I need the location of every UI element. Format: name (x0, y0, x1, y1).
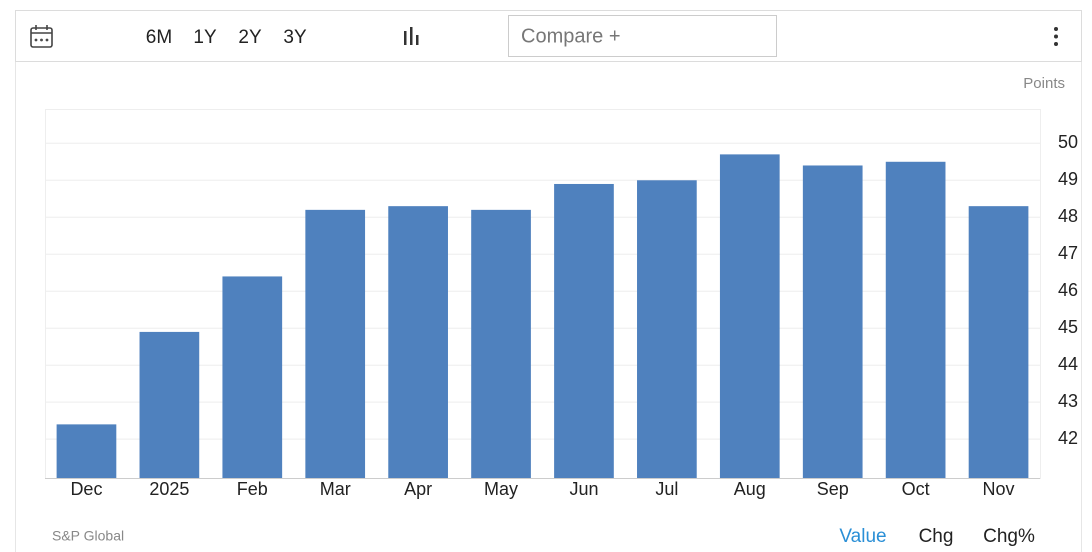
y-tick-label: 45 (1058, 317, 1078, 337)
x-tick-label: Jul (655, 479, 678, 499)
bar (637, 180, 697, 478)
y-tick-label: 46 (1058, 280, 1078, 300)
compare-placeholder: Compare + (521, 25, 621, 47)
x-tick-label: May (484, 479, 518, 499)
bar (222, 276, 283, 478)
y-tick-label: 44 (1058, 354, 1078, 374)
x-tick-label: Nov (983, 479, 1015, 499)
y-tick-label: 50 (1058, 132, 1078, 152)
x-tick-label: Feb (237, 479, 268, 499)
x-tick-label: 2025 (149, 479, 189, 499)
tab[interactable]: Chg (919, 526, 954, 547)
range-button[interactable]: 2Y (238, 27, 262, 48)
unit-label: Points (1023, 75, 1065, 92)
x-tick-label: Mar (320, 479, 351, 499)
y-tick-label: 42 (1058, 428, 1078, 448)
bar (885, 161, 946, 478)
range-button[interactable]: 3Y (283, 27, 307, 48)
x-tick-label: Oct (902, 479, 930, 499)
x-tick-label: Jun (569, 479, 598, 499)
x-tick-label: Dec (70, 479, 102, 499)
compare-input[interactable] (508, 15, 777, 57)
tab[interactable]: Chg% (983, 526, 1035, 547)
chart-type-icon[interactable] (404, 27, 419, 45)
x-tick-label: Apr (404, 479, 432, 499)
x-tick-label: Aug (734, 479, 766, 499)
bar (305, 209, 366, 478)
range-button[interactable]: 1Y (193, 27, 217, 48)
bar (388, 206, 448, 478)
bar (968, 206, 1029, 478)
bar (802, 165, 863, 478)
calendar-icon[interactable] (30, 25, 53, 48)
y-tick-label: 47 (1058, 243, 1078, 263)
bar (56, 424, 117, 478)
menu-icon[interactable] (1054, 27, 1058, 46)
source: S&P Global (52, 528, 124, 544)
y-tick-label: 48 (1058, 206, 1078, 226)
x-tick-label: Sep (817, 479, 849, 499)
bar (554, 183, 614, 478)
bar (719, 154, 780, 479)
bar (471, 209, 531, 478)
y-tick-label: 43 (1058, 391, 1078, 411)
range-button[interactable]: 6M (146, 27, 172, 48)
tab[interactable]: Value (839, 526, 886, 547)
y-tick-label: 49 (1058, 169, 1078, 189)
bar (139, 331, 200, 478)
